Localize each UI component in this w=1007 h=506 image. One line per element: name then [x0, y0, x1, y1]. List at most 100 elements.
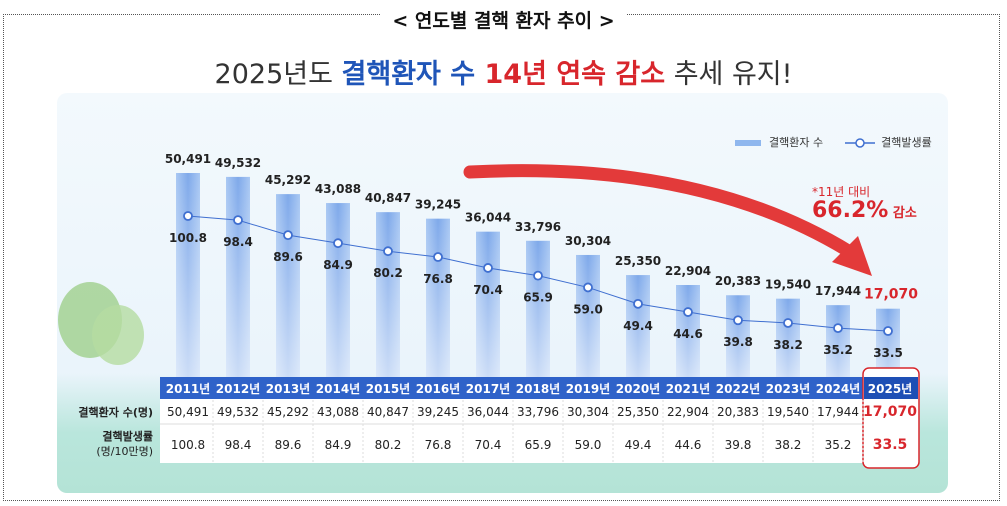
table-rate-cell: 39.8	[725, 438, 752, 452]
table-year-header: 2021년	[666, 382, 710, 396]
table-year-header: 2024년	[816, 382, 860, 396]
rate-point	[883, 326, 893, 336]
rate-point	[483, 263, 493, 273]
rate-point	[633, 298, 643, 309]
legend-bar: 결핵환자 수	[735, 134, 823, 150]
bar-shine	[876, 308, 900, 378]
row-label-patients: 결핵환자 수(명)	[78, 405, 153, 419]
table-rate-cell: 70.4	[475, 438, 502, 452]
table-year-header: 2023년	[766, 382, 810, 396]
table-patients-cell: 49,532	[217, 405, 259, 419]
table-body	[160, 399, 910, 463]
rate-value-label: 70.4	[473, 283, 503, 297]
bar-shine	[326, 203, 350, 378]
table-year-header: 2025년	[868, 382, 912, 396]
headline-highlight: 14년 연속 감소	[475, 59, 666, 90]
bar-value-label: 39,245	[415, 198, 461, 212]
table-patients-cell: 20,383	[717, 405, 759, 419]
table-year-header: 2013년	[266, 382, 310, 396]
table-patients-cell: 19,540	[767, 405, 809, 419]
bar-shine	[476, 231, 500, 378]
annotation-note: *11년 대비	[812, 185, 871, 199]
table-rate-cell: 84.9	[325, 438, 352, 452]
headline-year: 2025년도	[214, 59, 342, 90]
table-year-header: 2011년	[166, 382, 210, 396]
rate-point	[433, 252, 443, 262]
table-rate-cell: 49.4	[625, 438, 652, 452]
bar-shine	[676, 285, 700, 378]
bar-shine	[576, 254, 600, 378]
rate-point	[383, 246, 393, 257]
legend-line-label: 결핵발생률	[881, 136, 932, 149]
rate-value-label: 98.4	[223, 235, 253, 249]
bar-value-label: 19,540	[765, 278, 811, 292]
table-rate-cell: 35.2	[825, 438, 852, 452]
bar-swatch-icon	[735, 140, 761, 146]
rate-point	[283, 230, 293, 241]
rate-point	[233, 215, 243, 226]
rate-point	[783, 318, 793, 328]
headline-subject: 결핵환자 수	[341, 59, 476, 90]
bar-shine	[426, 218, 450, 378]
legend-line: 결핵발생률	[845, 134, 932, 150]
rate-point	[333, 238, 343, 249]
rate-value-label: 38.2	[773, 338, 803, 352]
table-patients-cell: 17,944	[817, 405, 859, 419]
table-year-header: 2019년	[566, 382, 610, 396]
bar-shine	[626, 275, 650, 378]
table-rate-cell: 59.0	[575, 438, 602, 452]
table-rate-cell: 38.2	[775, 438, 802, 452]
table-year-header: 2020년	[616, 382, 660, 396]
rate-value-label: 76.8	[423, 272, 453, 286]
table-patients-cell: 40,847	[367, 405, 409, 419]
rate-value-label: 44.6	[673, 327, 703, 341]
row-label-rate: 결핵발생률	[102, 429, 153, 443]
bar-value-label: 22,904	[665, 264, 711, 278]
rate-value-label: 100.8	[169, 231, 207, 245]
table-patients-cell: 33,796	[517, 405, 559, 419]
bar-value-label: 36,044	[465, 211, 511, 225]
table-patients-cell: 25,350	[617, 405, 659, 419]
line-swatch-icon	[845, 138, 876, 148]
bar-shine	[776, 298, 800, 378]
rate-value-label: 59.0	[573, 302, 603, 316]
table-rate-cell: 44.6	[675, 438, 702, 452]
bar-value-label: 17,070	[864, 287, 918, 303]
bar-value-label: 30,304	[565, 234, 611, 248]
trend-arrow-head	[832, 236, 872, 276]
table-patients-cell: 45,292	[267, 405, 309, 419]
table-year-header: 2018년	[516, 382, 560, 396]
row-label-rate-unit: (명/10만명)	[96, 445, 153, 458]
table-patients-cell: 22,904	[667, 405, 709, 419]
header-2025	[864, 377, 918, 399]
bar-value-label: 25,350	[615, 254, 661, 268]
table-rate-cell: 100.8	[171, 438, 205, 452]
bar-value-label: 49,532	[215, 156, 261, 170]
bar-shine	[526, 240, 550, 378]
rate-point	[733, 315, 743, 326]
table-year-header: 2015년	[366, 382, 410, 396]
bar-shine	[226, 176, 250, 378]
trend-arrow	[463, 164, 857, 259]
title-text: < 연도별 결핵 환자 추이 >	[380, 10, 627, 32]
table-patients-cell: 43,088	[317, 405, 359, 419]
legend: 결핵환자 수 결핵발생률	[735, 134, 932, 150]
rate-value-label: 39.8	[723, 335, 753, 349]
headline: 2025년도 결핵환자 수 14년 연속 감소 추세 유지!	[0, 52, 1007, 91]
table-rate-cell: 76.8	[425, 438, 452, 452]
annotation-percent: 66.2%	[812, 198, 889, 223]
table-rate-cell: 80.2	[375, 438, 402, 452]
rate-value-label: 84.9	[323, 258, 353, 272]
bar-value-label: 40,847	[365, 191, 411, 205]
bar-value-label: 43,088	[315, 182, 361, 196]
bar-value-label: 20,383	[715, 274, 761, 288]
rate-point	[683, 307, 693, 317]
bar-shine	[276, 194, 300, 378]
bar-shine	[376, 212, 400, 378]
rate-point	[833, 323, 843, 334]
legend-bar-label: 결핵환자 수	[769, 136, 824, 149]
table-patients-cell: 36,044	[467, 405, 509, 419]
table-year-header: 2016년	[416, 382, 460, 396]
table-rate-cell: 98.4	[225, 438, 252, 452]
